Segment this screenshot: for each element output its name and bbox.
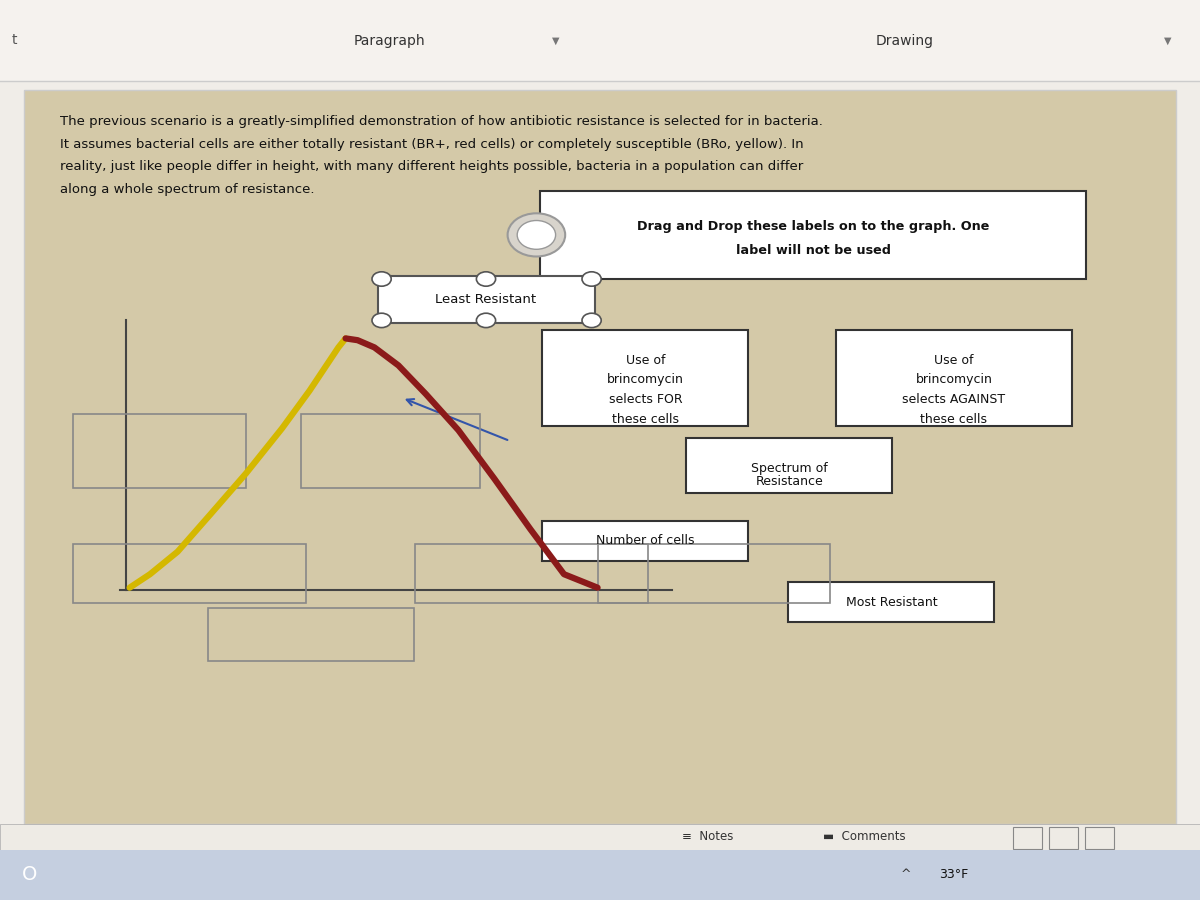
Circle shape <box>476 313 496 328</box>
FancyBboxPatch shape <box>1085 827 1114 849</box>
Text: Paragraph: Paragraph <box>354 33 426 48</box>
FancyBboxPatch shape <box>0 0 1200 81</box>
Text: selects FOR: selects FOR <box>608 393 683 406</box>
FancyBboxPatch shape <box>378 276 595 323</box>
Text: Spectrum of: Spectrum of <box>751 463 828 475</box>
Text: reality, just like people differ in height, with many different heights possible: reality, just like people differ in heig… <box>60 160 803 173</box>
Text: these cells: these cells <box>920 413 988 426</box>
Text: label will not be used: label will not be used <box>736 244 892 256</box>
FancyBboxPatch shape <box>542 521 748 561</box>
Text: ▼: ▼ <box>552 35 559 46</box>
Text: ▼: ▼ <box>1164 35 1171 46</box>
Text: Least Resistant: Least Resistant <box>436 293 536 306</box>
Text: Use of: Use of <box>935 354 973 366</box>
Text: O: O <box>23 865 37 885</box>
FancyBboxPatch shape <box>0 850 1200 900</box>
Circle shape <box>517 220 556 249</box>
Text: Drag and Drop these labels on to the graph. One: Drag and Drop these labels on to the gra… <box>637 220 990 233</box>
Text: The previous scenario is a greatly-simplified demonstration of how antibiotic re: The previous scenario is a greatly-simpl… <box>60 115 823 128</box>
FancyBboxPatch shape <box>686 438 892 493</box>
Text: Most Resistant: Most Resistant <box>846 596 937 608</box>
Text: brincomycin: brincomycin <box>607 374 684 386</box>
Text: 33°F: 33°F <box>940 868 968 881</box>
FancyBboxPatch shape <box>0 824 1200 850</box>
Circle shape <box>372 313 391 328</box>
FancyBboxPatch shape <box>24 90 1176 824</box>
Text: ^: ^ <box>901 868 911 881</box>
Text: Drawing: Drawing <box>876 33 934 48</box>
FancyBboxPatch shape <box>836 330 1072 426</box>
Circle shape <box>508 213 565 256</box>
FancyBboxPatch shape <box>1049 827 1078 849</box>
Circle shape <box>582 272 601 286</box>
FancyBboxPatch shape <box>788 582 994 622</box>
Text: t: t <box>12 33 18 48</box>
Text: ▬  Comments: ▬ Comments <box>823 831 905 843</box>
Text: these cells: these cells <box>612 413 679 426</box>
Circle shape <box>582 313 601 328</box>
Text: Number of cells: Number of cells <box>596 535 695 547</box>
FancyBboxPatch shape <box>540 191 1086 279</box>
Text: along a whole spectrum of resistance.: along a whole spectrum of resistance. <box>60 183 314 195</box>
Text: Resistance: Resistance <box>756 475 823 488</box>
Text: Use of: Use of <box>626 354 665 366</box>
Text: It assumes bacterial cells are either totally resistant (BR+, red cells) or comp: It assumes bacterial cells are either to… <box>60 138 804 150</box>
FancyBboxPatch shape <box>542 330 748 426</box>
Text: selects AGAINST: selects AGAINST <box>902 393 1006 406</box>
Text: brincomycin: brincomycin <box>916 374 992 386</box>
Text: ≡  Notes: ≡ Notes <box>683 831 733 843</box>
FancyBboxPatch shape <box>1013 827 1042 849</box>
Circle shape <box>372 272 391 286</box>
Circle shape <box>476 272 496 286</box>
